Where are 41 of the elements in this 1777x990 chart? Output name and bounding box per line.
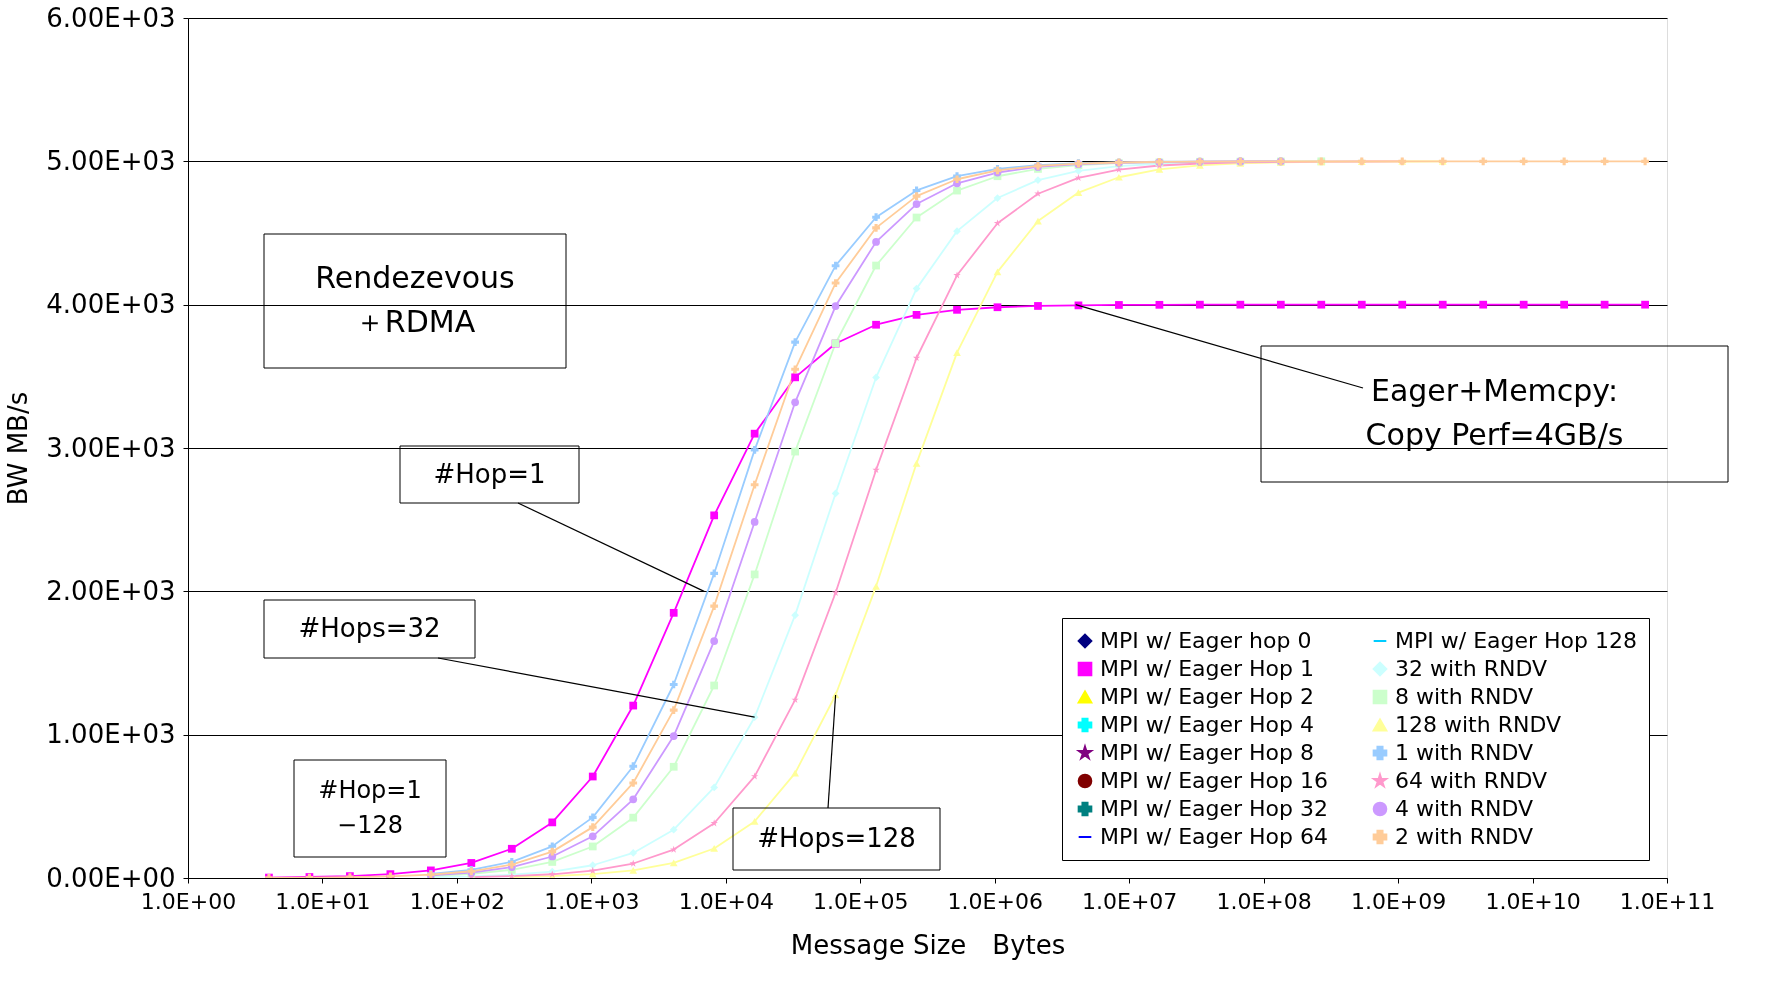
y-tick-label: 1.00E+03 <box>46 719 176 750</box>
legend-label: MPI w/ Eager Hop 4 <box>1100 712 1315 737</box>
legend-label: 1 with RNDV <box>1395 740 1534 765</box>
legend-label: MPI w/ Eager Hop 64 <box>1100 824 1329 849</box>
x-tick-label: 1.0E+10 <box>1485 888 1581 914</box>
x-tick-label: 1.0E+05 <box>813 888 909 914</box>
y-tick-label: 3.00E+03 <box>46 432 176 463</box>
annotation: Rendezevous ＋RDMA <box>315 260 515 339</box>
legend-label: MPI w/ Eager hop 0 <box>1100 628 1312 653</box>
annotation: #Hop=1 −128 <box>318 776 422 840</box>
annotation: #Hops=32 <box>298 613 441 643</box>
legend-label: 2 with RNDV <box>1395 824 1534 849</box>
y-tick-label: 4.00E+03 <box>46 289 176 320</box>
legend-label: MPI w/ Eager Hop 8 <box>1100 740 1315 765</box>
x-tick-label: 1.0E+09 <box>1350 888 1447 914</box>
x-tick-label: 1.0E+03 <box>544 888 640 914</box>
annotation: Eager+Memcpy: Copy Perf=4GB/s <box>1365 373 1624 452</box>
legend-label: 4 with RNDV <box>1395 796 1534 821</box>
x-tick-label: 1.0E+07 <box>1082 888 1178 914</box>
x-tick-label: 1.0E+02 <box>409 888 506 914</box>
y-axis-title: BW MB/s <box>3 391 34 506</box>
x-axis-title: Message Size Bytes <box>790 929 1066 960</box>
legend-label: MPI w/ Eager Hop 32 <box>1100 796 1329 821</box>
annotation: #Hop=1 <box>433 458 546 489</box>
legend-label: 64 with RNDV <box>1395 768 1548 793</box>
x-tick-label: 1.0E+04 <box>678 888 774 914</box>
legend-label: MPI w/ Eager Hop 128 <box>1395 628 1637 653</box>
x-tick-label: 1.0E+01 <box>275 888 371 914</box>
x-tick-label: 1.0E+08 <box>1216 888 1312 914</box>
legend-label: MPI w/ Eager Hop 1 <box>1100 656 1315 681</box>
x-tick-label: 1.0E+06 <box>947 888 1043 914</box>
legend-label: MPI w/ Eager Hop 16 <box>1100 768 1329 793</box>
y-tick-label: 5.00E+03 <box>46 145 176 176</box>
y-tick-label: 6.00E+03 <box>46 2 176 33</box>
y-tick-label: 2.00E+03 <box>46 575 176 606</box>
legend-label: 32 with RNDV <box>1395 656 1548 681</box>
annotation: #Hops=128 <box>757 823 916 853</box>
x-tick-label: 1.0E+11 <box>1619 888 1716 914</box>
legend-label: 8 with RNDV <box>1395 684 1534 709</box>
legend-label: MPI w/ Eager Hop 2 <box>1100 684 1315 709</box>
legend-label: 128 with RNDV <box>1395 712 1561 737</box>
